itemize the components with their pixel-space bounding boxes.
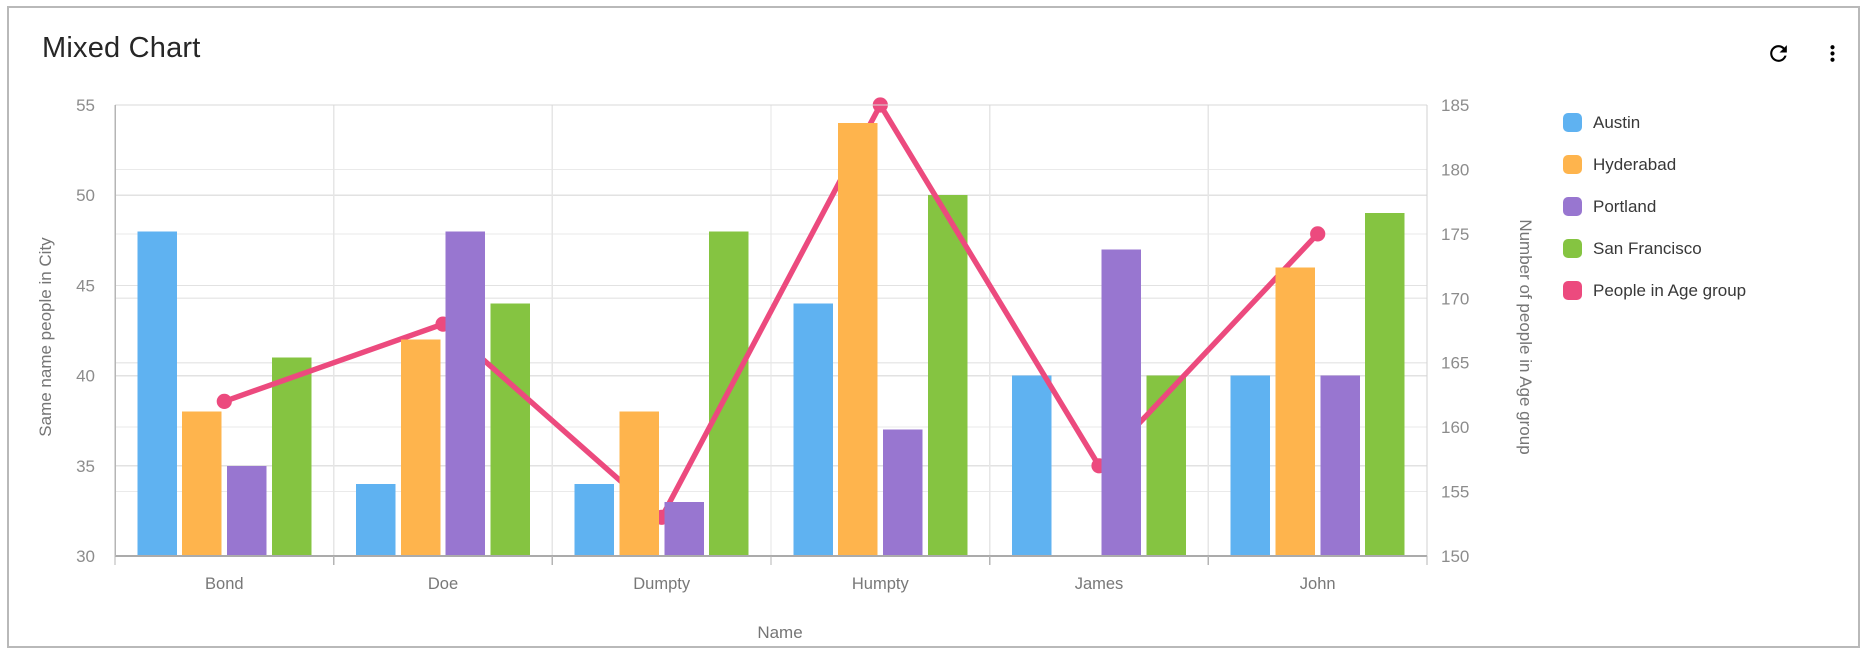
svg-text:James: James: [1075, 575, 1124, 593]
svg-text:35: 35: [76, 457, 95, 476]
legend-label: San Francisco: [1593, 238, 1702, 258]
svg-text:180: 180: [1441, 160, 1469, 179]
kebab-menu-icon: [1829, 44, 1835, 62]
bar-portland-james: [1101, 249, 1142, 557]
svg-text:160: 160: [1441, 418, 1469, 437]
bar-san-francisco-bond: [271, 357, 312, 556]
x-axis-labels: Bond Doe Dumpty Humpty James John: [205, 575, 1335, 593]
svg-text:John: John: [1300, 575, 1336, 593]
svg-text:170: 170: [1441, 289, 1469, 308]
svg-text:175: 175: [1441, 225, 1469, 244]
bar-austin-dumpty: [574, 483, 615, 556]
bar-hyderabad-john: [1275, 267, 1315, 556]
svg-text:50: 50: [76, 186, 95, 205]
gridlines: [115, 105, 1427, 556]
legend-swatch-hyderabad: [1563, 155, 1582, 174]
svg-text:155: 155: [1441, 483, 1469, 502]
bar-series-back: [137, 195, 1405, 557]
y-axis-labels: 30 35 40 45 50 55: [76, 96, 95, 566]
svg-text:150: 150: [1441, 547, 1469, 566]
legend-label: Hyderabad: [1593, 154, 1677, 174]
legend-item-portland[interactable]: Portland: [1563, 197, 1746, 216]
bar-portland-humpty: [883, 429, 923, 556]
bar-portland-doe: [445, 231, 486, 557]
svg-text:45: 45: [76, 276, 95, 295]
bar-austin-doe: [356, 483, 396, 556]
bar-portland-bond: [227, 465, 267, 556]
x-axis-title: Name: [757, 623, 803, 642]
legend-label: People in Age group: [1593, 280, 1747, 300]
svg-text:40: 40: [76, 367, 95, 386]
refresh-button[interactable]: [1765, 40, 1791, 66]
bar-hyderabad-dumpty: [619, 411, 659, 556]
bar-portland-john: [1320, 375, 1360, 556]
legend-swatch-people-in-age-group: [1563, 281, 1582, 300]
bar-austin-bond: [137, 231, 177, 557]
legend-swatch-austin: [1563, 113, 1582, 132]
line-point-john: [1310, 226, 1326, 242]
svg-text:Bond: Bond: [205, 575, 244, 593]
bar-san-francisco-doe: [490, 303, 530, 556]
more-options-button[interactable]: [1819, 40, 1845, 66]
svg-text:Dumpty: Dumpty: [633, 575, 691, 593]
svg-text:Humpty: Humpty: [852, 575, 910, 593]
chart-title: Mixed Chart: [42, 32, 201, 64]
legend-item-people-in-age-group[interactable]: People in Age group: [1563, 281, 1746, 300]
legend-label: Austin: [1593, 112, 1641, 132]
legend-item-hyderabad[interactable]: Hyderabad: [1563, 155, 1746, 174]
bar-portland-dumpty: [664, 501, 704, 556]
legend-swatch-portland: [1563, 197, 1582, 216]
legend-item-austin[interactable]: Austin: [1563, 113, 1746, 132]
line-point-bond: [216, 393, 232, 409]
legend-swatch-san-francisco: [1563, 239, 1582, 258]
y2-axis-labels: 150 155 160 165 170 175 180 185: [1441, 96, 1469, 566]
svg-text:165: 165: [1441, 354, 1469, 373]
chart-legend: Austin Hyderabad Portland San Francisco Peop…: [1563, 113, 1746, 323]
bar-san-francisco-humpty: [927, 195, 968, 556]
axes: [114, 104, 1428, 565]
bar-series-front: [182, 123, 1360, 557]
bar-hyderabad-humpty: [838, 123, 878, 556]
bar-san-francisco-james: [1146, 375, 1186, 556]
svg-text:55: 55: [76, 96, 95, 115]
legend-item-san-francisco[interactable]: San Francisco: [1563, 239, 1746, 258]
bar-austin-humpty: [793, 303, 833, 556]
bar-san-francisco-john: [1365, 213, 1405, 556]
header-toolbar: [1765, 40, 1845, 66]
svg-text:30: 30: [76, 547, 95, 566]
bar-austin-john: [1230, 375, 1271, 556]
bar-hyderabad-doe: [400, 339, 441, 556]
bar-austin-james: [1012, 375, 1052, 556]
refresh-icon: [1769, 44, 1787, 62]
svg-text:Doe: Doe: [428, 575, 458, 593]
svg-text:185: 185: [1441, 96, 1469, 115]
bar-hyderabad-bond: [182, 411, 222, 556]
legend-label: Portland: [1593, 196, 1657, 216]
